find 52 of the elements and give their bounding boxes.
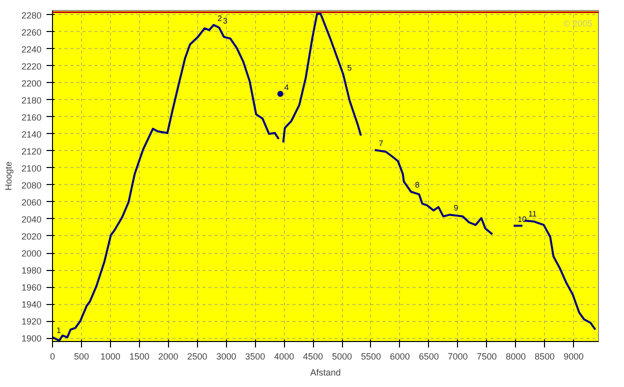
- y-tick-label: 1940: [21, 300, 42, 310]
- y-tick-label: 2040: [21, 214, 42, 224]
- y-tick-label: 2080: [21, 180, 42, 190]
- y-tick-label: 2120: [21, 146, 42, 156]
- y-tick-label: 2060: [21, 197, 42, 208]
- y-tick-label: 2100: [21, 163, 42, 174]
- y-tick-label: 1920: [21, 316, 42, 327]
- annotation: 9: [454, 204, 459, 213]
- annotation: 4: [284, 82, 290, 92]
- annotation: 10: [518, 214, 528, 224]
- x-tick-label: 9000: [564, 352, 584, 362]
- annotation: 11: [528, 210, 538, 219]
- annotation: 2: [218, 14, 223, 23]
- y-tick-label: 2280: [21, 10, 42, 20]
- y-tick-label: 2160: [21, 112, 42, 122]
- x-tick-label: 2500: [187, 352, 208, 362]
- y-tick-label: 2220: [21, 61, 42, 72]
- x-tick-label: 5500: [360, 352, 381, 362]
- y-tick-label: 2000: [21, 248, 42, 259]
- x-tick-label: 4500: [303, 352, 324, 362]
- x-tick-label: 1500: [129, 352, 150, 362]
- x-axis-title: Afstand: [310, 368, 341, 378]
- y-axis-title: Hoogte: [3, 161, 14, 191]
- annotation: 1: [56, 326, 62, 336]
- annotation: © 2005: [563, 18, 593, 28]
- x-tick-label: 7000: [448, 352, 468, 362]
- y-tick-label: 2020: [21, 231, 42, 242]
- x-tick-label: 8500: [534, 352, 555, 362]
- x-tick-label: 3500: [245, 352, 266, 362]
- x-tick-label: 5000: [332, 352, 352, 362]
- x-tick-label: 8000: [506, 352, 526, 362]
- y-tick-label: 2180: [21, 95, 42, 106]
- x-tick-label: 6500: [418, 352, 439, 362]
- y-tick-label: 2200: [21, 78, 42, 88]
- y-tick-label: 2140: [21, 129, 42, 140]
- x-tick-label: 1000: [100, 352, 120, 362]
- x-tick-label: 3000: [216, 352, 236, 362]
- x-tick-label: 0: [50, 352, 56, 362]
- annotation: 5: [347, 63, 352, 72]
- annotation: 7: [378, 139, 384, 148]
- y-tick-label: 1960: [21, 282, 42, 293]
- y-tick-label: 1900: [21, 334, 42, 344]
- x-tick-label: 4000: [274, 352, 294, 362]
- x-tick-label: 500: [74, 352, 89, 362]
- x-tick-label: 7500: [476, 352, 497, 362]
- x-tick-label: 2000: [158, 352, 178, 362]
- y-tick-label: 2260: [21, 27, 42, 38]
- annotation: 8: [415, 180, 420, 190]
- y-tick-label: 2240: [21, 44, 42, 54]
- annotation: 3: [223, 16, 228, 26]
- x-tick-label: 6000: [390, 352, 410, 362]
- y-tick-label: 1980: [21, 266, 42, 276]
